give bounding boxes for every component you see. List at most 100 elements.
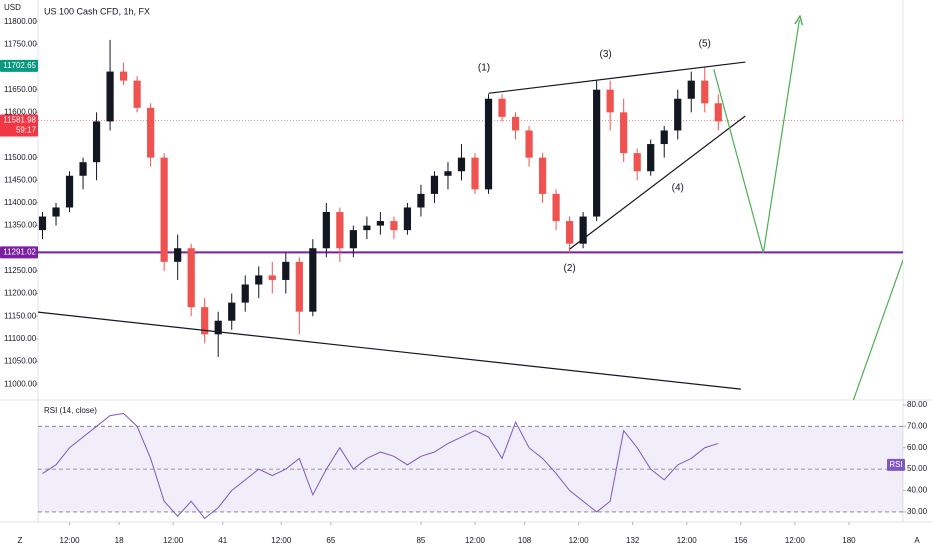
wave-label: (3)	[600, 49, 612, 60]
candle-body	[295, 261, 303, 312]
rsi-y-tick-label: 70.00	[907, 421, 928, 430]
countdown: 59:17	[16, 126, 37, 135]
y-tick-label: 11200.00	[4, 289, 37, 298]
candle-body	[633, 153, 641, 172]
candle-body	[79, 162, 87, 176]
rsi-y-tick-label: 50.00	[907, 464, 928, 473]
candle-body	[65, 175, 74, 208]
candle-body	[268, 275, 276, 280]
rsi-y-tick-label: 60.00	[907, 443, 928, 452]
rsi-y-tick-label: 80.00	[907, 400, 928, 409]
candle-body	[255, 275, 263, 285]
candle-body	[349, 230, 357, 249]
candle-body	[133, 80, 141, 108]
y-tick-label: 11400.00	[4, 198, 37, 207]
x-tick-label: 180	[842, 536, 856, 545]
candle-body	[525, 130, 533, 158]
candle-body	[687, 80, 695, 99]
toolbar-left[interactable]: Z	[18, 536, 23, 545]
candle-body	[214, 320, 222, 335]
y-tick-label: 11350.00	[4, 221, 37, 230]
x-tick-label: 108	[518, 536, 532, 545]
candle-body	[538, 157, 547, 194]
candle-body	[119, 71, 128, 81]
x-tick-label: 156	[734, 536, 748, 545]
rsi-line	[42, 412, 719, 520]
candle-body	[38, 216, 47, 231]
y-tick-label: 11250.00	[4, 266, 37, 275]
candle-body	[511, 116, 520, 131]
y-tick-label: 11650.00	[4, 85, 37, 94]
candle-body	[714, 103, 722, 122]
candle-body	[701, 80, 709, 104]
main-pane: (1) (2) (3) (4) (5)	[38, 20, 903, 400]
candle-body	[430, 175, 439, 194]
wave-label: (1)	[478, 63, 490, 74]
price-tag-label: 11291.02	[3, 247, 36, 256]
candle-body	[566, 221, 574, 244]
candle-body	[403, 207, 412, 231]
candle-body	[241, 284, 249, 303]
rsi-pane	[38, 412, 903, 520]
rsi-tag	[887, 458, 905, 471]
candle-body	[620, 112, 628, 154]
candle-body	[647, 144, 655, 172]
x-tick-label: 12:00	[163, 536, 184, 545]
candle-body	[390, 221, 398, 231]
x-tick-label: 85	[416, 536, 425, 545]
wave-label: (5)	[699, 39, 711, 50]
trend-line	[38, 311, 741, 390]
x-tick-label: 12:00	[569, 536, 590, 545]
candle-body	[201, 307, 209, 335]
rsi-y-tick-label: 30.00	[907, 507, 928, 516]
toolbar-right[interactable]: A	[914, 536, 920, 545]
rsi-band	[38, 426, 903, 512]
axes: 11800.00 11750.00 11650.00 11600.00 11500.00…	[0, 17, 928, 545]
y-tick-label: 11500.00	[4, 153, 37, 162]
y-tick-label: 11100.00	[4, 334, 37, 343]
x-tick-label: 12:00	[785, 536, 806, 545]
candle-body	[660, 130, 668, 145]
y-tick-label: 11750.00	[4, 40, 37, 49]
candle-body	[228, 302, 236, 321]
price-tag	[0, 114, 38, 137]
wave-label: (4)	[672, 183, 684, 194]
y-tick-label: 11000.00	[4, 379, 37, 388]
y-tick-label: 11050.00	[4, 357, 37, 366]
candle-body	[282, 261, 290, 280]
wave-label: (2)	[563, 263, 575, 274]
candle-body	[52, 207, 60, 217]
candle-body	[160, 157, 168, 262]
currency-label: USD	[4, 3, 21, 12]
candle-body	[363, 225, 371, 231]
price-tag	[0, 59, 38, 72]
candle-body	[174, 248, 182, 262]
candle-body	[106, 71, 114, 122]
candle-body	[471, 157, 479, 190]
x-tick-label: 12:00	[677, 536, 698, 545]
rsi-tag-label: RSI	[889, 460, 902, 469]
price-tag	[0, 246, 38, 259]
candle-body	[593, 89, 601, 217]
candle-body	[484, 98, 493, 190]
candle-body	[417, 193, 425, 208]
y-tick-label: 11150.00	[4, 311, 37, 320]
price-tag-label: 11581.98	[3, 116, 36, 125]
trend-line	[713, 20, 800, 254]
x-tick-label: 12:00	[271, 536, 292, 545]
rsi-y-tick-label: 40.00	[907, 486, 928, 495]
x-tick-label: 41	[218, 536, 227, 545]
price-tag-label: 11702.65	[3, 61, 36, 70]
x-tick-label: 65	[326, 536, 335, 545]
candle-body	[92, 121, 101, 163]
candle-body	[376, 221, 384, 226]
y-tick-label: 11800.00	[4, 17, 37, 26]
candle-body	[552, 193, 560, 222]
candle-body	[322, 212, 330, 249]
x-tick-label: 12:00	[465, 536, 486, 545]
candle-body	[444, 171, 452, 176]
x-tick-label: 18	[115, 536, 124, 545]
trend-line	[488, 61, 746, 94]
